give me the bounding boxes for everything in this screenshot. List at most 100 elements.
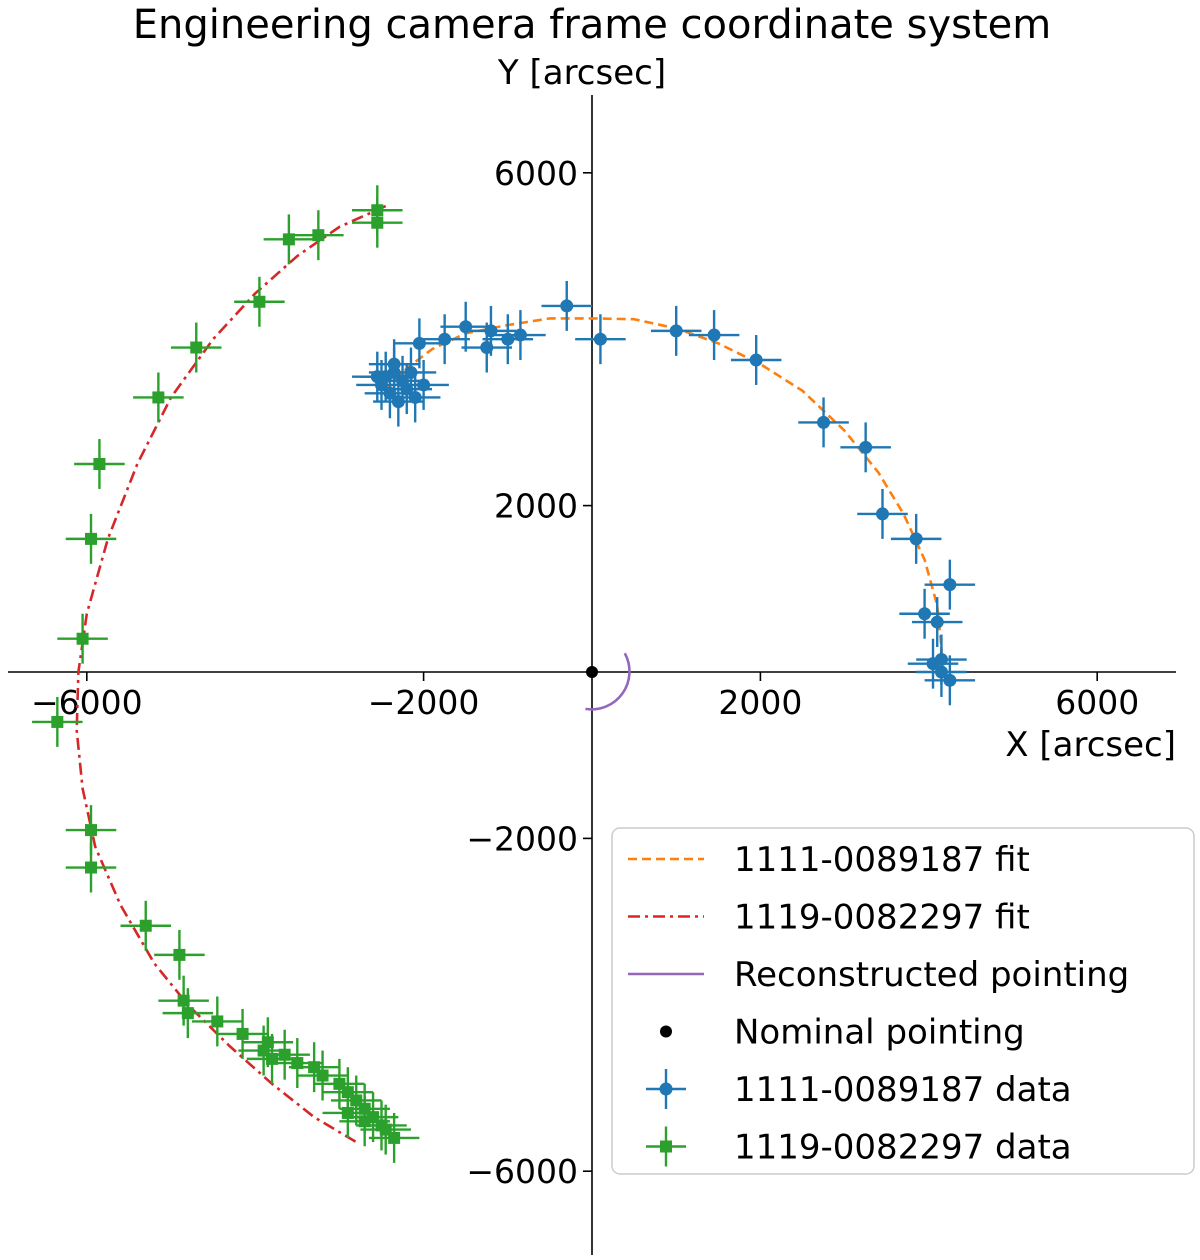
square-marker [173, 948, 186, 961]
square-marker [181, 1007, 194, 1020]
data-point-1119-0082297-data [162, 988, 214, 1039]
square-marker [312, 229, 325, 242]
data-point-1119-0082297-data [322, 1088, 374, 1138]
circle-marker [387, 357, 401, 371]
circle-marker [875, 507, 889, 521]
data-point-1111-0089187-data [389, 372, 441, 423]
data-point-1111-0089187-data [419, 314, 470, 365]
circle-marker [417, 378, 431, 392]
data-point-1119-0082297-data [154, 929, 205, 980]
data-point-1111-0089187-data [495, 310, 546, 360]
data-point-1111-0089187-data [575, 314, 626, 365]
data-point-1111-0089187-data [890, 513, 942, 564]
x-tick-label: −6000 [31, 683, 143, 722]
x-tick-label: 2000 [718, 683, 802, 722]
legend-label: 1111-0089187 data [734, 1070, 1072, 1110]
data-point-1119-0082297-data [259, 1029, 310, 1080]
data-point-1119-0082297-data [192, 996, 243, 1047]
legend-label: Reconstructed pointing [734, 955, 1129, 995]
circle-marker [669, 324, 683, 338]
square-marker [316, 1069, 329, 1082]
data-point-1111-0089187-data [730, 335, 782, 385]
circle-marker [930, 615, 944, 629]
y-axis-label: Y [arcsec] [497, 53, 666, 93]
circle-marker [943, 578, 957, 592]
data-point-1111-0089187-data [394, 318, 445, 369]
plot-area: −6000 −2000 2000 6000 6000 2000 −2000 −6000 Y [a… [8, 53, 1176, 1255]
data-point-1119-0082297-data [57, 613, 108, 664]
data-point-1111-0089187-data [688, 310, 740, 360]
data-point-1111-0089187-data [352, 351, 403, 402]
square-marker [139, 919, 152, 932]
circle-marker [560, 299, 574, 313]
square-marker [236, 1027, 249, 1040]
data-point-1111-0089187-data [440, 301, 491, 352]
circle-marker [943, 673, 957, 687]
data-point-1119-0082297-data [74, 439, 125, 489]
circle-marker [749, 353, 763, 367]
y-tick-label: −2000 [466, 819, 578, 858]
legend-dot-swatch [660, 1025, 672, 1038]
legend-label: 1119-0082297 data [734, 1128, 1072, 1168]
legend-item: 1111-0089187 fit [628, 840, 1030, 880]
data-point-1119-0082297-data [120, 900, 171, 951]
circle-marker [501, 332, 515, 346]
square-marker [177, 994, 190, 1007]
data-point-1119-0082297-data [368, 1112, 420, 1163]
legend-label: 1119-0082297 fit [734, 898, 1030, 938]
legend-label: Nominal pointing [734, 1013, 1025, 1053]
y-tick-label: 2000 [494, 487, 578, 526]
series-line-1119-0082297-fit [75, 204, 387, 1144]
y-tick-label: −6000 [466, 1152, 578, 1191]
square-marker [278, 1048, 291, 1061]
legend-item: 1119-0082297 data [646, 1126, 1072, 1168]
data-point-1119-0082297-data [133, 372, 184, 423]
square-marker [253, 295, 266, 308]
legend: 1111-0089187 fit 1119-0082297 fit Reconstr… [611, 827, 1195, 1175]
square-marker [51, 715, 64, 728]
data-point-1111-0089187-data [924, 559, 976, 610]
data-point-1111-0089187-data [911, 597, 963, 648]
square-marker [85, 861, 98, 874]
circle-marker [817, 415, 831, 429]
data-point-1119-0082297-data [65, 513, 117, 564]
legend-frame [611, 827, 1195, 1175]
square-marker [211, 1015, 224, 1028]
data-point-1111-0089187-data [916, 647, 967, 697]
data-point-1111-0089187-data [650, 305, 702, 356]
data-point-1111-0089187-data [840, 422, 891, 473]
legend-item: Reconstructed pointing [628, 955, 1129, 995]
data-point-1111-0089187-data [541, 280, 592, 331]
legend-square-marker [660, 1140, 672, 1153]
square-marker [152, 391, 165, 404]
data-point-1119-0082297-data [171, 322, 222, 373]
square-marker [76, 632, 89, 645]
circle-marker [918, 607, 932, 621]
square-marker [371, 216, 384, 229]
square-marker [388, 1131, 401, 1144]
data-point-1111-0089187-data [398, 360, 449, 410]
square-marker [85, 532, 98, 545]
x-axis-label: X [arcsec] [1005, 725, 1176, 765]
legend-item: 1119-0082297 fit [628, 898, 1030, 938]
data-point-1119-0082297-data [263, 214, 315, 265]
data-point-1111-0089187-data [924, 655, 976, 706]
legend-circle-marker [659, 1082, 673, 1096]
data-point-1119-0082297-data [32, 696, 83, 747]
nominal-pointing-marker [586, 666, 598, 678]
data-point-1119-0082297-data [352, 197, 403, 248]
data-point-1119-0082297-data [234, 276, 285, 327]
chart-title: Engineering camera frame coordinate syst… [133, 2, 1051, 48]
circle-marker [934, 665, 948, 679]
square-marker [261, 1036, 274, 1049]
legend-item: 1111-0089187 data [646, 1069, 1072, 1110]
square-marker [85, 824, 98, 837]
data-point-1111-0089187-data [857, 488, 908, 539]
data-point-1119-0082297-data [293, 210, 344, 261]
x-tick-label: 6000 [1055, 683, 1139, 722]
y-tick-label: 6000 [494, 154, 578, 193]
circle-marker [593, 332, 607, 346]
circle-marker [459, 320, 473, 334]
reconstructed-pointing-arc [585, 652, 631, 711]
